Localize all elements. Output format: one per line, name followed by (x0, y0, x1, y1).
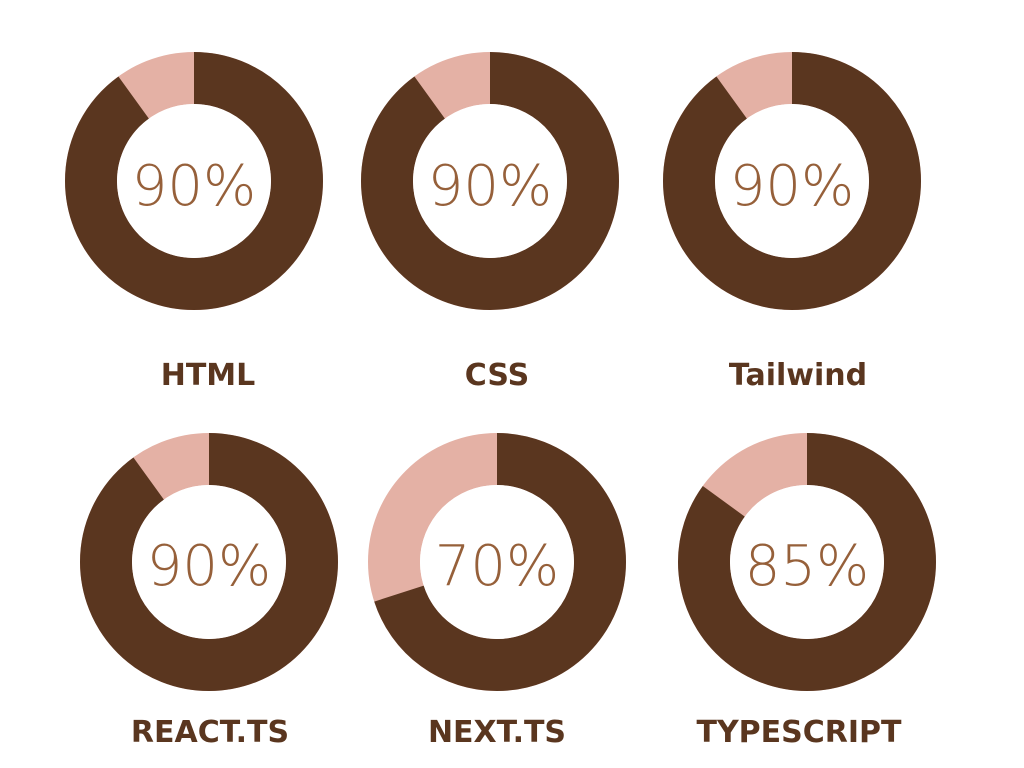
skill-name-label: CSS (465, 358, 529, 393)
donut-filled-arc (65, 52, 323, 310)
donut-tailwind: 90% Tailwind (663, 52, 921, 393)
donut-center (132, 485, 286, 639)
donut-center (413, 104, 567, 258)
donut-percent-label: 85% (745, 534, 869, 599)
donut-filled-arc (361, 52, 619, 310)
donut-percent-label: 90% (147, 534, 271, 599)
donut-percent-label: 90% (132, 154, 256, 219)
donut-typescript: 85% TYPESCRIPT (678, 433, 936, 750)
skill-name-label: NEXT.TS (428, 715, 566, 750)
donut-filled-arc (80, 433, 338, 691)
donut-center (715, 104, 869, 258)
donut-filled-arc (663, 52, 921, 310)
skill-name-label: HTML (161, 358, 256, 393)
donut-percent-label: 70% (435, 534, 559, 599)
donut-filled-arc (678, 433, 936, 691)
donut-filled-arc (368, 433, 626, 691)
skill-name-label: TYPESCRIPT (696, 715, 902, 750)
donut-css: 90% CSS (361, 52, 619, 393)
donut-next-ts: 70% NEXT.TS (368, 433, 626, 750)
donut-percent-label: 90% (428, 154, 552, 219)
donut-percent-label: 90% (730, 154, 854, 219)
donut-center (117, 104, 271, 258)
skill-name-label: Tailwind (729, 358, 867, 393)
donut-center (730, 485, 884, 639)
skill-name-label: REACT.TS (131, 715, 289, 750)
donut-html: 90% HTML (65, 52, 323, 393)
donut-center (420, 485, 574, 639)
donut-react-ts: 90% REACT.TS (80, 433, 338, 750)
